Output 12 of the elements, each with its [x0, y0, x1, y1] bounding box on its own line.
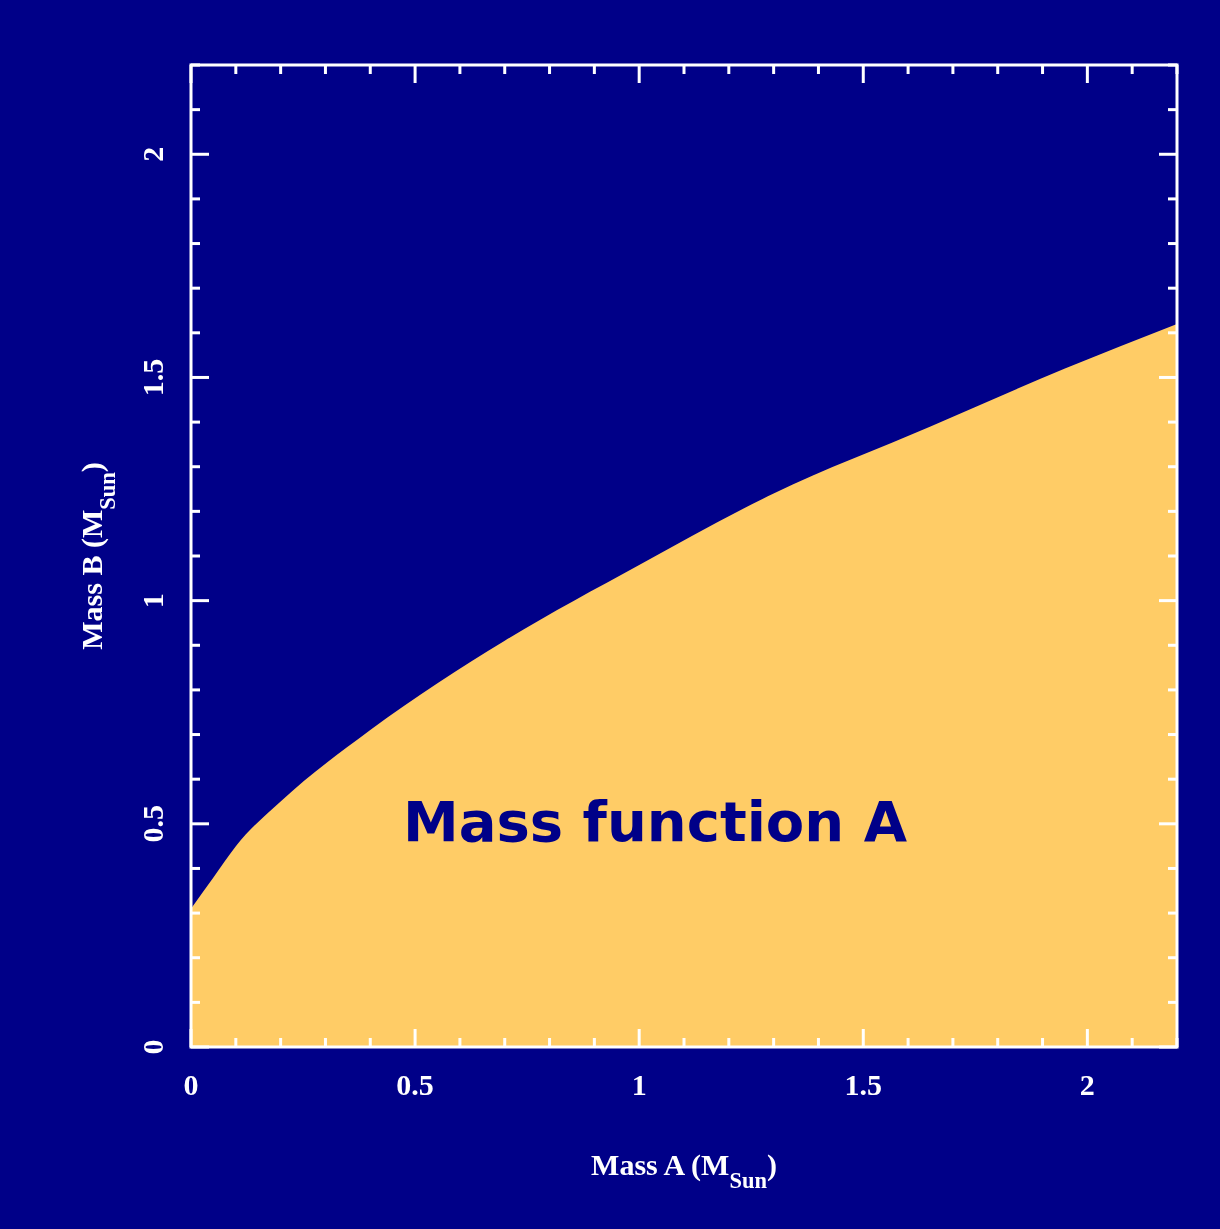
y-tick-label: 1.5	[136, 358, 169, 397]
x-tick-label: 0.5	[396, 1068, 434, 1101]
x-axis-title: Mass A (M$_{Sun}$)	[591, 1148, 777, 1193]
y-tick-label: 0.5	[136, 805, 169, 843]
x-tick-label: 1	[631, 1068, 647, 1101]
x-tick-label: 1.5	[844, 1068, 883, 1101]
x-tick-label: 2	[1079, 1068, 1095, 1101]
y-tick-label: 0	[136, 1039, 169, 1055]
y-tick-label: 2	[136, 146, 169, 162]
x-tick-label: 0	[183, 1068, 199, 1101]
annotation: Mass function A	[402, 789, 908, 855]
y-tick-label: 1	[136, 593, 169, 609]
